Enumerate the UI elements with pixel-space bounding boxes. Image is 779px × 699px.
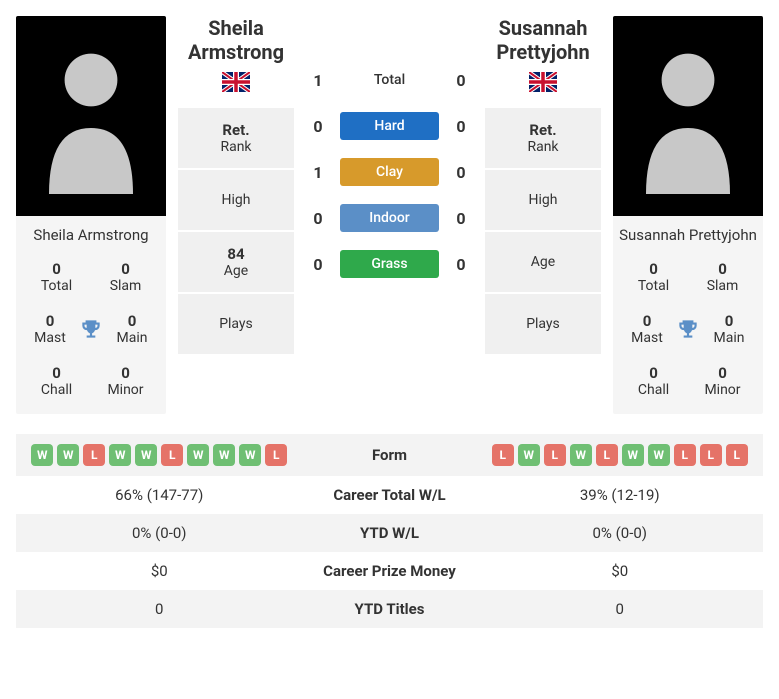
form-badge: W: [239, 444, 261, 466]
player2-name-label: Susannah Prettyjohn: [613, 216, 763, 254]
player1-high-card: High: [178, 170, 294, 230]
player1-titles: 0 Total 0 Slam 0 Mast 0 Main: [16, 254, 166, 414]
form-badge: L: [700, 444, 722, 466]
title-total: 0 Total: [22, 254, 91, 300]
compare-ytd-titles: 0 YTD Titles 0: [16, 590, 763, 628]
title-chall: 0 Chall: [22, 358, 91, 404]
title-slam: 0 Slam: [91, 254, 160, 300]
form-badge: W: [135, 444, 157, 466]
h2h-total: 1 Total 0: [306, 66, 473, 94]
player1-rank-card: Ret. Rank: [178, 108, 294, 168]
form-badge: L: [492, 444, 514, 466]
form-badge: W: [622, 444, 644, 466]
person-silhouette-icon: [628, 36, 748, 196]
player2-age-card: Age: [485, 232, 601, 292]
h2h-grass[interactable]: 0 Grass 0: [306, 250, 473, 278]
compare-ytd-wl: 0% (0-0) YTD W/L 0% (0-0): [16, 514, 763, 552]
player2-high-card: High: [485, 170, 601, 230]
form-badge: L: [544, 444, 566, 466]
title-minor: 0 Minor: [688, 358, 757, 404]
player2-name: Susannah Prettyjohn: [485, 16, 601, 64]
form-badge: L: [596, 444, 618, 466]
title-mast: 0 Mast: [619, 306, 675, 352]
gb-flag-icon: [529, 72, 557, 92]
form-badge: W: [213, 444, 235, 466]
player2-photo: [613, 16, 763, 216]
player2-form: LWLWLWWLLL: [485, 444, 756, 466]
player1-photo: [16, 16, 166, 216]
player1-form: WWLWWLWWWL: [24, 444, 295, 466]
comparison-table: WWLWWLWWWL Form LWLWLWWLLL 66% (147-77) …: [16, 434, 763, 628]
player1-name-col: Sheila Armstrong Ret. Rank High 84 Age: [178, 16, 294, 354]
title-mast: 0 Mast: [22, 306, 78, 352]
player1-name: Sheila Armstrong: [178, 16, 294, 64]
compare-career-wl: 66% (147-77) Career Total W/L 39% (12-19…: [16, 476, 763, 514]
player1-plays-card: Plays: [178, 294, 294, 354]
gb-flag-icon: [222, 72, 250, 92]
person-silhouette-icon: [31, 36, 151, 196]
form-badge: W: [187, 444, 209, 466]
h2h-hard[interactable]: 0 Hard 0: [306, 112, 473, 140]
trophy-icon: [675, 316, 701, 342]
form-badge: L: [265, 444, 287, 466]
form-badge: W: [109, 444, 131, 466]
player1-age-card: 84 Age: [178, 232, 294, 292]
form-badge: W: [570, 444, 592, 466]
title-total: 0 Total: [619, 254, 688, 300]
player2-plays-card: Plays: [485, 294, 601, 354]
player2-titles: 0 Total 0 Slam 0 Mast 0 Main: [613, 254, 763, 414]
title-main: 0 Main: [701, 306, 757, 352]
title-slam: 0 Slam: [688, 254, 757, 300]
player2-rank-card: Ret. Rank: [485, 108, 601, 168]
form-badge: W: [648, 444, 670, 466]
h2h-column: 1 Total 0 0 Hard 0 1 Clay 0 0 Indoor 0 0…: [306, 16, 473, 278]
title-minor: 0 Minor: [91, 358, 160, 404]
title-chall: 0 Chall: [619, 358, 688, 404]
h2h-clay[interactable]: 1 Clay 0: [306, 158, 473, 186]
h2h-indoor[interactable]: 0 Indoor 0: [306, 204, 473, 232]
form-badge: L: [674, 444, 696, 466]
form-badge: L: [161, 444, 183, 466]
title-main: 0 Main: [104, 306, 160, 352]
top-section: Sheila Armstrong 0 Total 0 Slam 0 Mast 0: [16, 16, 763, 414]
form-badge: W: [31, 444, 53, 466]
form-badge: W: [518, 444, 540, 466]
player1-card: Sheila Armstrong 0 Total 0 Slam 0 Mast 0: [16, 16, 166, 414]
form-badge: L: [83, 444, 105, 466]
player2-card: Susannah Prettyjohn 0 Total 0 Slam 0 Mas…: [613, 16, 763, 414]
trophy-icon: [78, 316, 104, 342]
player1-name-label: Sheila Armstrong: [16, 216, 166, 254]
player2-name-col: Susannah Prettyjohn Ret. Rank High Age: [485, 16, 601, 354]
compare-prize: $0 Career Prize Money $0: [16, 552, 763, 590]
compare-form: WWLWWLWWWL Form LWLWLWWLLL: [16, 434, 763, 476]
form-badge: L: [726, 444, 748, 466]
form-badge: W: [57, 444, 79, 466]
